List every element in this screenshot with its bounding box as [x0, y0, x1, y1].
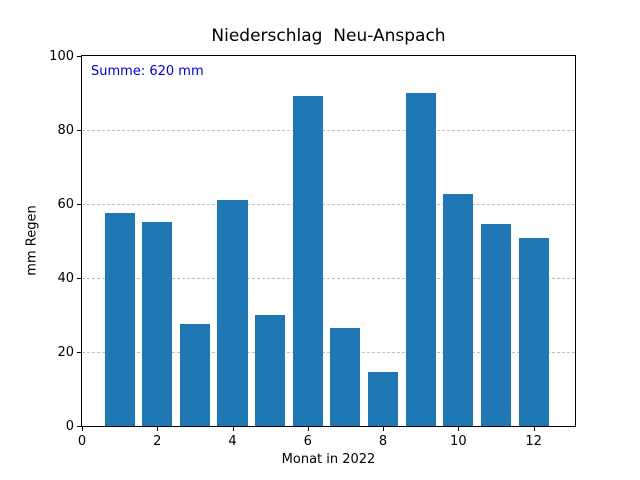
y-tick-mark-20 — [77, 352, 81, 353]
y-tick-label-80: 80 — [57, 123, 74, 138]
y-tick-mark-100 — [77, 56, 81, 57]
bar-month-11 — [480, 224, 511, 426]
gridlines — [82, 56, 575, 426]
bar-month-2 — [142, 221, 173, 426]
bar-month-1 — [104, 213, 135, 426]
x-tick-label-6: 6 — [303, 434, 312, 449]
gridline-y-40 — [82, 278, 575, 279]
bar-month-7 — [330, 327, 361, 426]
y-tick-label-0: 0 — [65, 419, 74, 434]
bar-series — [82, 56, 575, 426]
x-tick-mark-10 — [458, 427, 460, 431]
y-tick-label-40: 40 — [57, 271, 74, 286]
y-tick-label-100: 100 — [49, 49, 74, 64]
y-tick-mark-40 — [77, 278, 81, 279]
y-axis-label: mm Regen — [24, 205, 40, 276]
y-tick-label-20: 20 — [57, 345, 74, 360]
x-tick-mark-12 — [533, 427, 535, 431]
gridline-y-20 — [82, 352, 575, 353]
y-tick-mark-80 — [77, 130, 81, 131]
x-tick-label-12: 12 — [525, 434, 542, 449]
x-tick-label-4: 4 — [228, 434, 237, 449]
bar-month-12 — [518, 238, 549, 426]
gridline-y-80 — [82, 130, 575, 131]
y-tick-mark-0 — [77, 426, 81, 427]
bar-month-6 — [292, 95, 323, 426]
bar-month-5 — [255, 314, 286, 426]
chart-title: Niederschlag Neu-Anspach — [211, 26, 446, 46]
bar-month-10 — [443, 194, 474, 426]
x-tick-label-0: 0 — [77, 434, 87, 449]
x-tick-label-2: 2 — [153, 434, 162, 449]
x-tick-label-10: 10 — [450, 434, 467, 449]
x-tick-mark-4 — [232, 427, 234, 431]
bar-month-9 — [405, 93, 436, 426]
x-tick-mark-2 — [157, 427, 159, 431]
gridline-y-60 — [82, 204, 575, 205]
y-tick-label-60: 60 — [57, 197, 74, 212]
x-tick-mark-8 — [383, 427, 385, 431]
x-tick-mark-0 — [82, 427, 83, 431]
bar-month-8 — [368, 371, 399, 426]
bar-month-3 — [179, 323, 210, 426]
bar-month-4 — [217, 200, 248, 426]
plot-area: Summe: 620 mm — [81, 55, 576, 427]
x-tick-mark-6 — [307, 427, 309, 431]
sum-annotation: Summe: 620 mm — [91, 64, 204, 79]
x-tick-label-8: 8 — [378, 434, 388, 449]
y-tick-mark-60 — [77, 204, 81, 205]
x-axis-label: Monat in 2022 — [281, 452, 376, 467]
